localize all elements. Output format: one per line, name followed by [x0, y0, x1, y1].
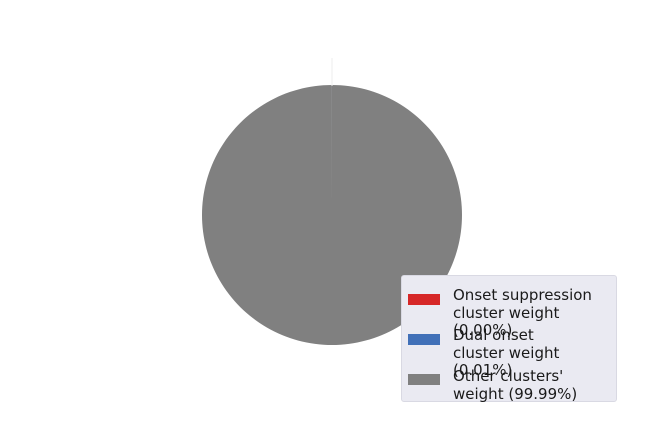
legend: Onset suppression cluster weight (0.00%)…	[401, 275, 617, 402]
legend-swatch-dual-onset	[408, 334, 440, 345]
legend-swatch-other-clusters	[408, 374, 440, 385]
legend-item-other-clusters: Other clusters' weight (99.99%)	[402, 368, 618, 408]
legend-swatch-onset-suppression	[408, 294, 440, 305]
legend-item-dual-onset: Dual onset cluster weight (0.01%)	[402, 327, 618, 367]
legend-item-onset-suppression: Onset suppression cluster weight (0.00%)	[402, 287, 618, 327]
legend-label-other-clusters: Other clusters' weight (99.99%)	[453, 368, 577, 403]
